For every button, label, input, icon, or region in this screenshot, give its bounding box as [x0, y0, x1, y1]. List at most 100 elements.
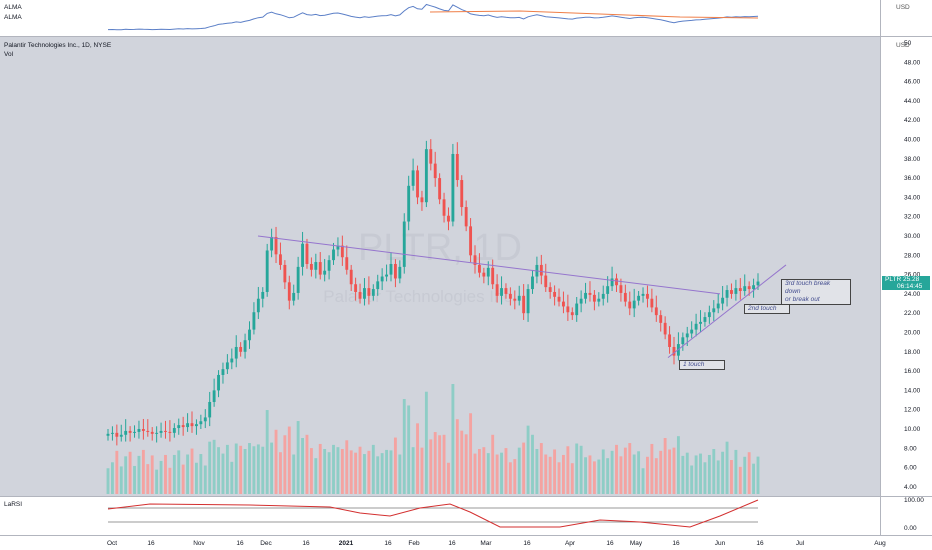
symbol-title[interactable]: Palantir Technologies Inc., 1D, NYSE	[4, 42, 112, 49]
candle	[177, 425, 181, 429]
candle	[491, 267, 495, 285]
annotation-first-touch[interactable]: 1 touch	[679, 360, 725, 370]
x-tick-label: 16	[147, 540, 155, 547]
candle	[398, 266, 402, 279]
volume-bar	[477, 449, 481, 494]
volume-bar	[349, 450, 353, 494]
x-tick-label: Dec	[260, 540, 272, 547]
candle	[424, 149, 428, 203]
candle	[628, 301, 632, 309]
annotation-second-touch[interactable]: 2nd touch	[744, 304, 790, 314]
x-tick-label: Jun	[715, 540, 726, 547]
candle	[380, 276, 384, 282]
volume-bar	[239, 445, 243, 494]
candle	[274, 236, 278, 255]
x-tick-label: 16	[523, 540, 531, 547]
candle	[579, 298, 583, 304]
candle	[544, 275, 548, 288]
volume-bar	[283, 435, 287, 494]
candle	[659, 315, 663, 323]
volume-bar	[703, 462, 707, 494]
volume-bar	[725, 441, 729, 494]
candle	[500, 288, 503, 296]
volume-bar	[676, 436, 680, 494]
y-tick-label: 42.00	[904, 117, 921, 124]
volume-bar	[367, 450, 371, 494]
volume-bar	[393, 437, 397, 494]
candle	[557, 296, 561, 302]
volume-bar	[535, 449, 539, 494]
volume-bar	[124, 456, 128, 494]
candle	[646, 293, 649, 299]
y-tick-label: 50	[904, 40, 912, 47]
candle	[230, 358, 234, 363]
x-tick-label: 16	[606, 540, 614, 547]
volume-bar	[172, 454, 176, 494]
volume-bar	[371, 444, 375, 494]
candle	[451, 153, 455, 222]
volume-bar	[270, 442, 274, 494]
candle	[747, 286, 751, 290]
candle	[393, 263, 397, 279]
candle	[725, 290, 729, 298]
annotation-third-touch[interactable]: 3rd touch break down or break out	[781, 279, 851, 305]
volume-bar	[721, 451, 725, 494]
volume-bar	[646, 456, 649, 494]
volume-bar	[119, 466, 123, 494]
alma-2-label[interactable]: ALMA	[4, 14, 22, 21]
volume-bar	[544, 454, 548, 494]
volume-bar	[730, 460, 733, 494]
volume-bar	[186, 454, 190, 494]
candle	[301, 243, 304, 267]
volume-bar	[194, 462, 198, 494]
alma-1-label[interactable]: ALMA	[4, 4, 22, 11]
candle	[212, 390, 216, 402]
y-tick-label: 30.00	[904, 233, 921, 240]
candle	[363, 288, 366, 299]
x-tick-label: Feb	[408, 540, 420, 547]
candle	[447, 215, 450, 222]
volume-bar	[340, 449, 344, 494]
volume-bar	[592, 461, 596, 494]
volume-bar	[526, 425, 530, 494]
candle	[637, 295, 641, 301]
volume-bar	[694, 455, 698, 494]
volume-bar	[416, 423, 419, 494]
volume-bar	[380, 453, 384, 494]
y-tick-label: 46.00	[904, 79, 921, 86]
volume-bar	[318, 443, 322, 494]
volume-label[interactable]: Vol	[4, 51, 14, 58]
volume-bar	[159, 460, 163, 494]
candle	[110, 432, 114, 434]
watermark-ticker: PLTR, 1D	[358, 227, 522, 269]
volume-bar	[637, 451, 641, 494]
candle	[420, 197, 424, 203]
currency-label-main: USD	[896, 42, 910, 49]
volume-bar	[473, 453, 477, 494]
larsi-label[interactable]: LaRSI	[4, 501, 23, 508]
candle	[752, 285, 756, 290]
candle	[155, 432, 159, 434]
y-tick-label: 24.00	[904, 291, 921, 298]
volume-bar	[522, 442, 526, 494]
candle	[115, 432, 119, 437]
x-tick-label: 16	[756, 540, 764, 547]
volume-bar	[539, 443, 543, 494]
candle	[416, 170, 419, 198]
candle	[133, 431, 136, 433]
candle	[531, 276, 534, 290]
candle	[141, 429, 145, 431]
candle	[146, 430, 150, 432]
volume-bar	[531, 434, 534, 494]
candle	[314, 262, 318, 270]
candle	[690, 329, 694, 334]
volume-bar	[150, 455, 154, 494]
candle	[239, 346, 243, 352]
volume-bar	[407, 405, 411, 494]
volume-bar	[455, 419, 459, 494]
candle	[730, 290, 733, 294]
x-tick-label: May	[630, 540, 643, 547]
candle	[575, 303, 579, 316]
